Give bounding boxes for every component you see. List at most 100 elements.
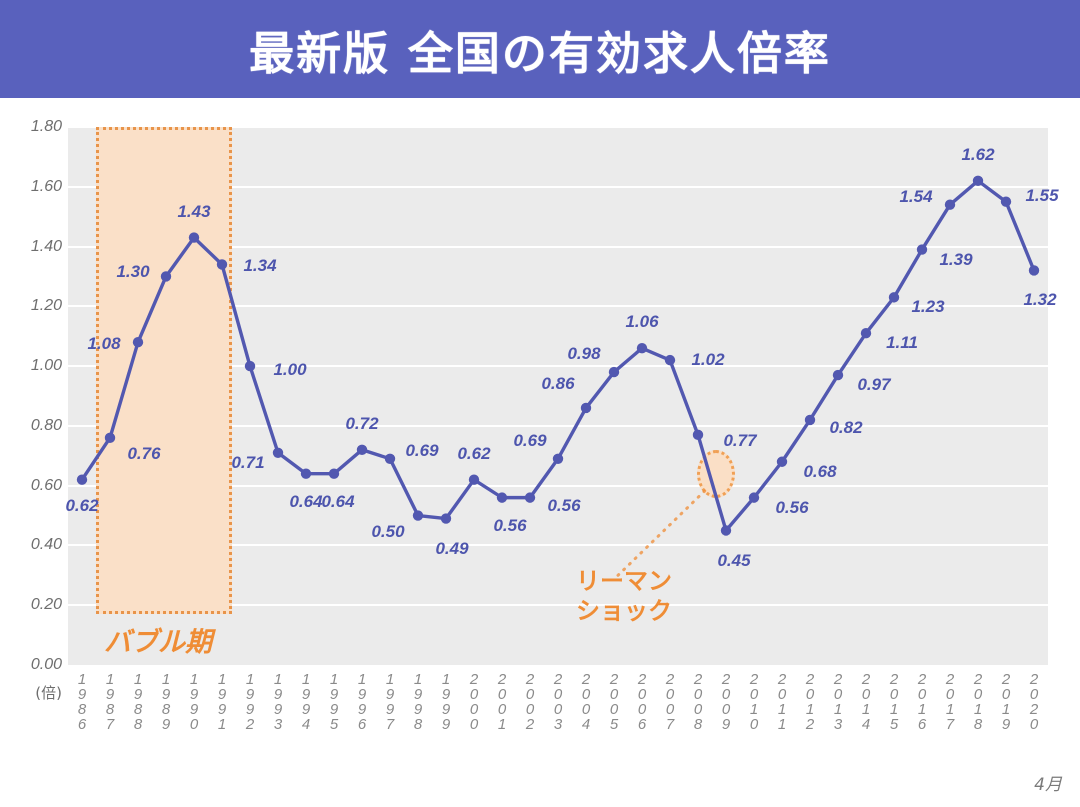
data-point-marker: [664, 354, 676, 366]
data-point-label: 0.71: [231, 452, 265, 472]
data-point-marker: [524, 492, 536, 503]
y-axis-tick-label: 0.60: [30, 476, 62, 494]
data-point-marker: [692, 429, 704, 441]
data-point-marker: [804, 414, 816, 426]
y-axis-tick-label: 1.00: [30, 357, 62, 375]
data-point-label: 0.64: [321, 491, 355, 511]
y-axis-unit-label: (倍): [35, 684, 62, 702]
data-point-marker: [76, 474, 88, 485]
data-point-marker: [244, 360, 256, 372]
data-point-label: 0.69: [405, 440, 439, 460]
lehman-shock-label-line2: ショック: [576, 597, 672, 626]
data-point-label: 0.62: [457, 443, 491, 463]
data-point-label: 1.02: [691, 350, 725, 370]
series-polyline: [80, 179, 1036, 533]
data-point-label: 0.49: [435, 538, 469, 558]
bubble-period-band: [96, 127, 232, 615]
y-axis-tick-label: 1.60: [30, 177, 62, 195]
data-point-marker: [636, 342, 648, 354]
data-point-marker: [160, 271, 172, 282]
data-point-label: 1.32: [1023, 290, 1057, 310]
data-point-marker: [776, 456, 788, 467]
data-point-marker: [384, 453, 396, 464]
data-point-label: 1.54: [899, 186, 933, 206]
data-point-label: 0.68: [803, 461, 837, 481]
data-point-marker: [188, 232, 200, 243]
data-point-marker: [356, 444, 368, 455]
data-point-label: 1.34: [243, 256, 277, 276]
data-point-label: 0.50: [371, 521, 405, 541]
data-point-marker: [272, 447, 284, 458]
page-header: 最新版 全国の有効求人倍率: [0, 0, 1080, 98]
data-point-label: 1.43: [177, 201, 211, 221]
gridline: [68, 365, 1048, 368]
page-title: 最新版 全国の有効求人倍率: [249, 26, 831, 80]
line-series: [76, 175, 1040, 577]
data-point-marker: [300, 468, 312, 479]
lehman-shock-label: リーマン ショック: [576, 566, 672, 626]
data-point-label: 1.62: [961, 144, 995, 164]
data-point-label: 0.45: [717, 550, 751, 570]
data-point-label: 0.97: [857, 375, 891, 395]
data-point-marker: [412, 510, 424, 521]
data-point-label: 1.00: [273, 360, 307, 380]
y-axis-tick-label: 0.00: [30, 656, 62, 673]
data-point-label: 0.82: [829, 417, 863, 437]
y-axis-tick-label: 1.80: [30, 118, 62, 135]
data-point-marker: [608, 366, 620, 378]
y-axis-tick-label: 0.80: [30, 416, 62, 434]
data-point-label: 0.69: [513, 430, 547, 450]
data-point-marker: [440, 513, 452, 524]
data-point-label: 0.56: [547, 495, 581, 515]
gridline: [68, 544, 1048, 547]
data-point-label: 1.23: [911, 297, 945, 317]
data-point-marker: [496, 492, 508, 503]
data-point-marker: [916, 244, 928, 255]
data-point-label: 0.64: [289, 491, 323, 511]
month-note: 4月: [1034, 775, 1062, 795]
data-point-marker: [888, 292, 900, 303]
data-point-marker: [1028, 265, 1040, 276]
data-point-marker: [104, 432, 116, 444]
gridline: [68, 424, 1048, 427]
data-point-marker: [860, 328, 872, 339]
data-point-marker: [216, 259, 228, 270]
data-point-marker: [580, 402, 592, 414]
data-point-marker: [552, 453, 564, 464]
data-point-marker: [132, 337, 144, 348]
y-axis-tick-label: 1.40: [30, 237, 62, 255]
lehman-shock-label-line1: リーマン: [576, 567, 672, 596]
gridline: [68, 126, 1048, 129]
data-point-marker: [1000, 196, 1012, 207]
gridline: [68, 185, 1048, 188]
data-point-label: 0.56: [775, 497, 809, 517]
data-point-label: 0.98: [567, 344, 601, 364]
